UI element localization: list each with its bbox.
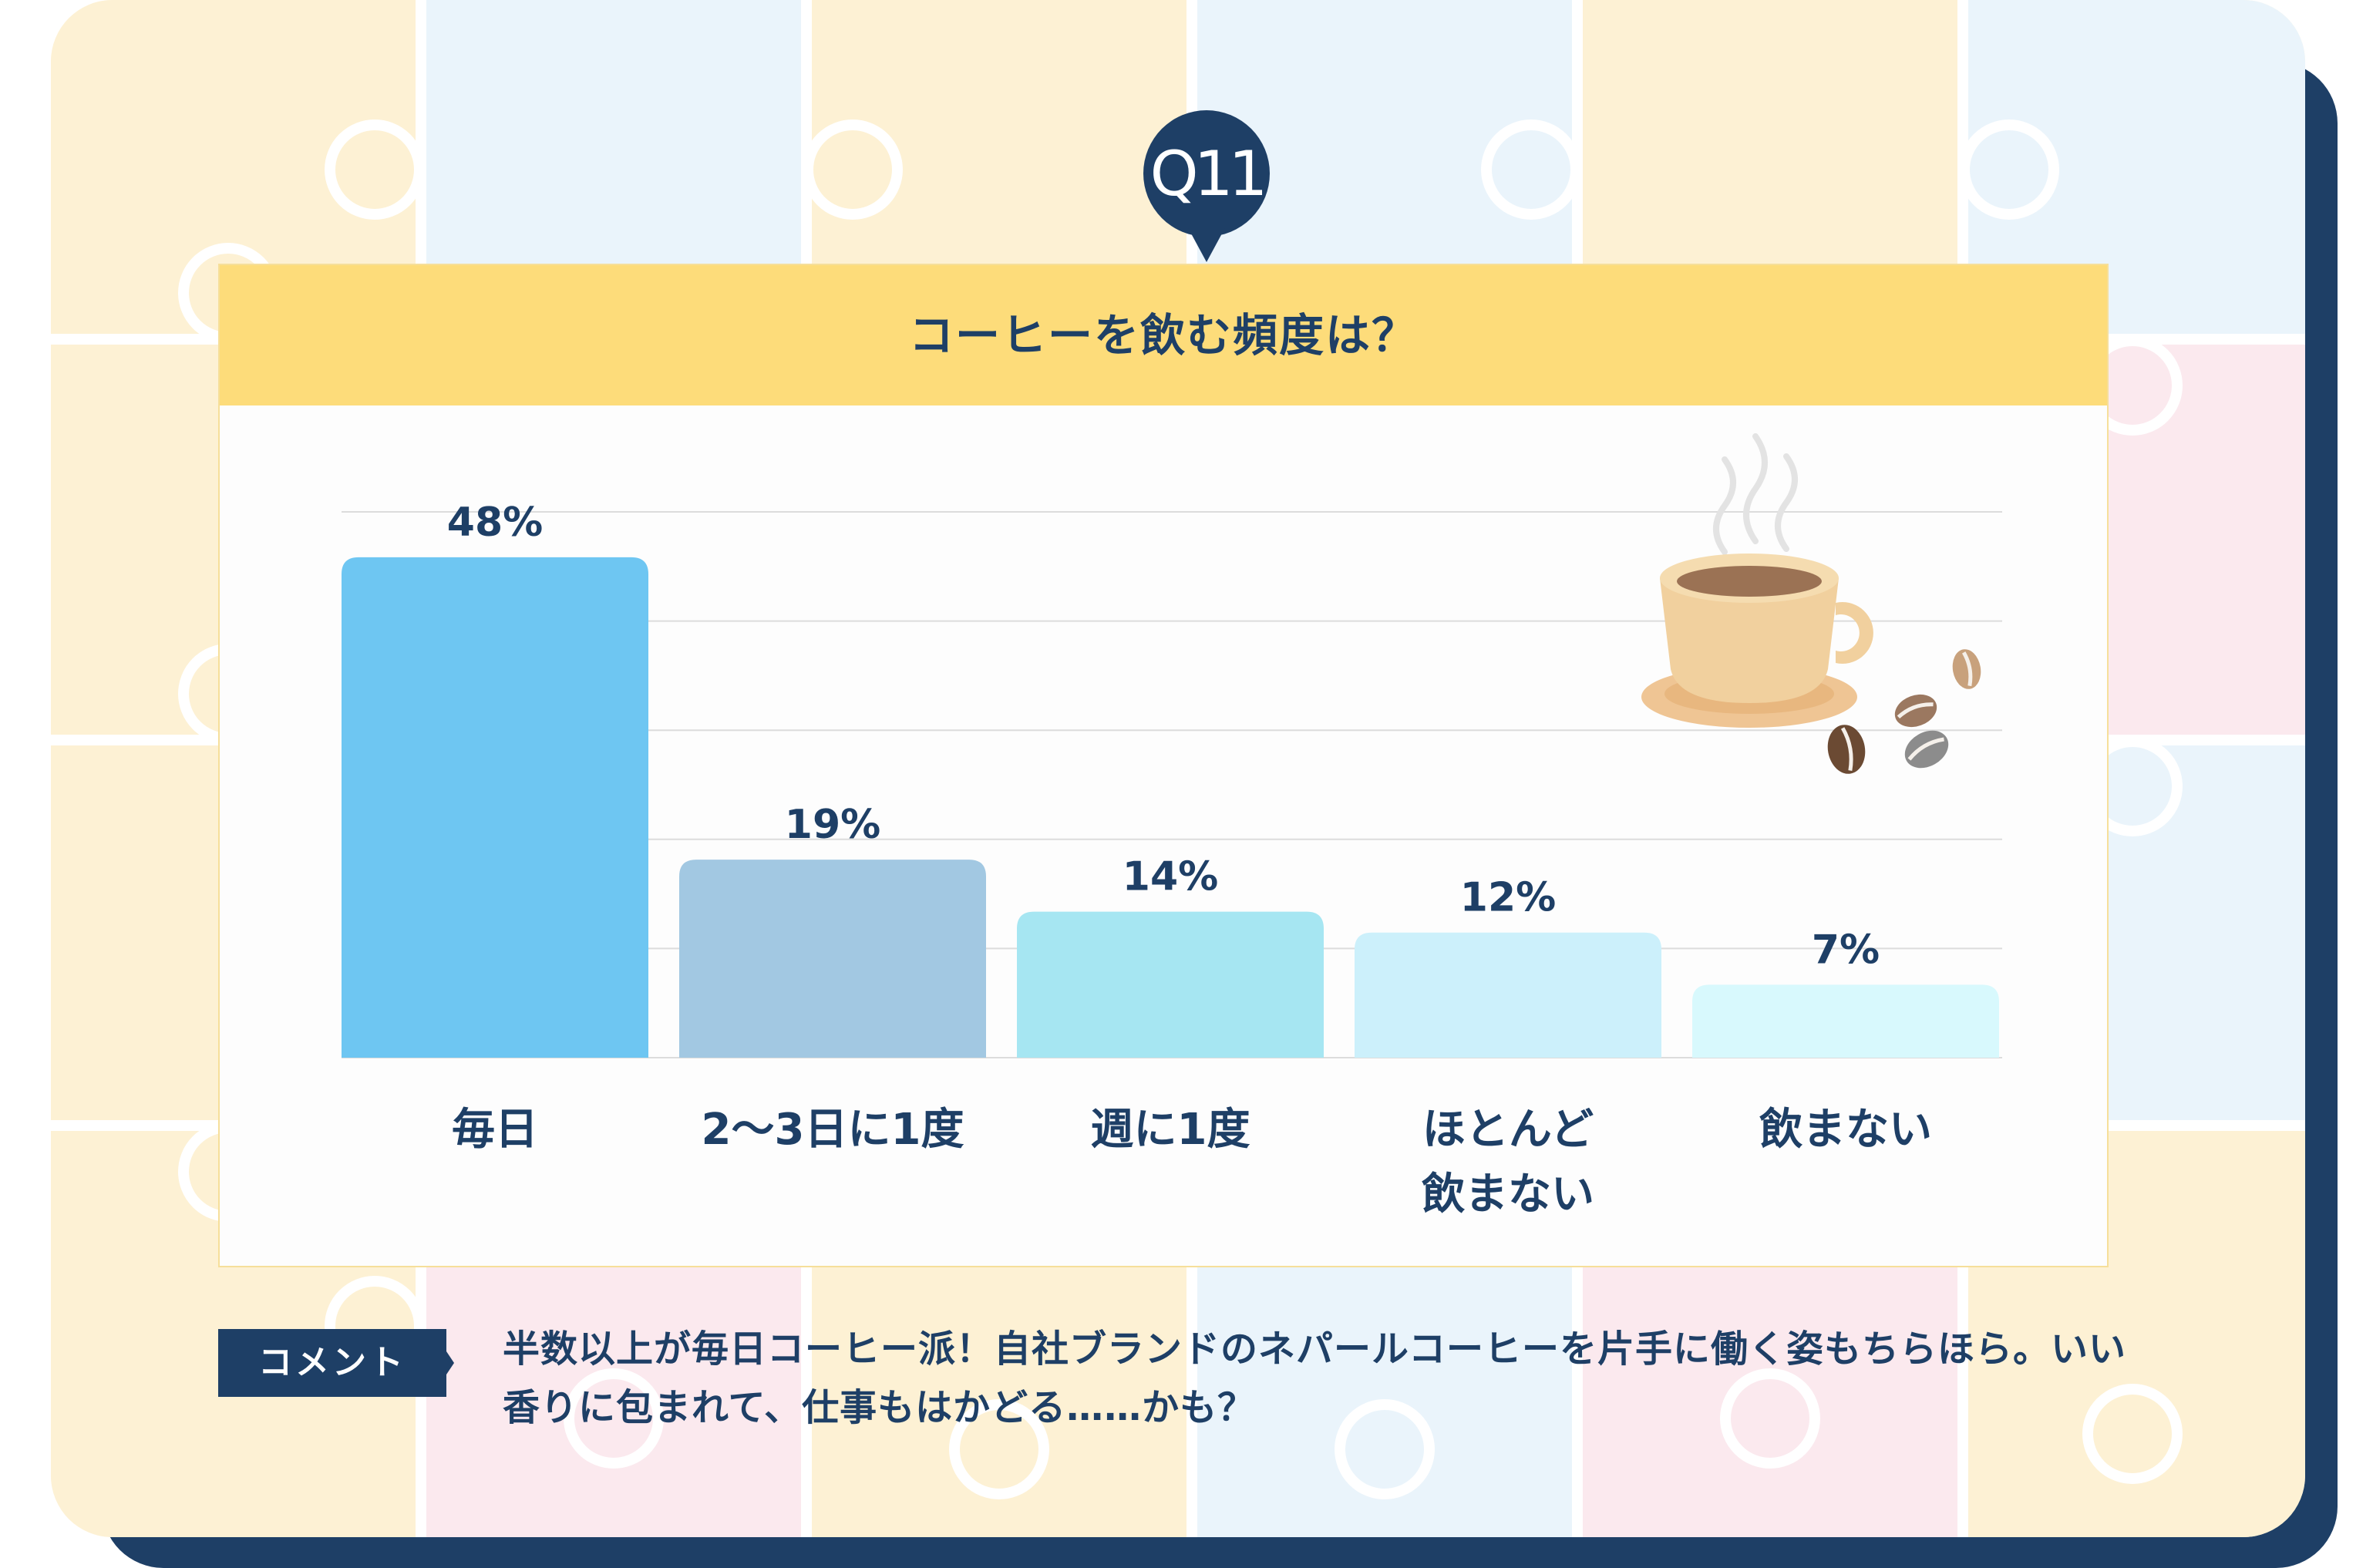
data-label: 48% [447,500,543,546]
bar [1355,932,1661,1058]
category-label: 毎日 [452,1105,538,1155]
bar [1017,911,1324,1058]
question-number: Q11 [1149,138,1268,210]
category-label: 週に1度 [1091,1105,1250,1155]
chart-panel: コーヒーを飲む頻度は？ 48% 19% 14% 12% 7% 毎日 2〜3日に1度 週に1度… [218,264,2109,1267]
category-label: 2〜3日に1度 [702,1105,964,1155]
data-label: 7% [1812,927,1880,973]
category-label: 飲まない [1759,1105,1932,1155]
comment-label: コメント [258,1343,406,1382]
category-label: ほとんど飲まない [1422,1105,1594,1220]
data-label: 19% [785,802,880,848]
comment-tag: コメント [218,1329,454,1397]
comment-text: 半数以上が毎日コーヒー派！自社ブランドのネパールコーヒーを片手に働く姿もちらほら… [503,1327,2127,1429]
data-label: 12% [1460,875,1556,921]
coffee-cup-with-beans-icon [1641,433,1981,774]
bar-chart: 48% 19% 14% 12% 7% 毎日 2〜3日に1度 週に1度 ほとんど飲まない 飲まない [342,433,2002,1220]
chart-header: コーヒーを飲む頻度は？ [220,265,2107,405]
question-badge: Q11 [1141,108,1272,262]
bar [679,860,986,1058]
bar [342,557,648,1058]
data-label: 14% [1123,854,1218,900]
bar [1692,984,1999,1058]
chart-title: コーヒーを飲む頻度は？ [908,309,1418,362]
